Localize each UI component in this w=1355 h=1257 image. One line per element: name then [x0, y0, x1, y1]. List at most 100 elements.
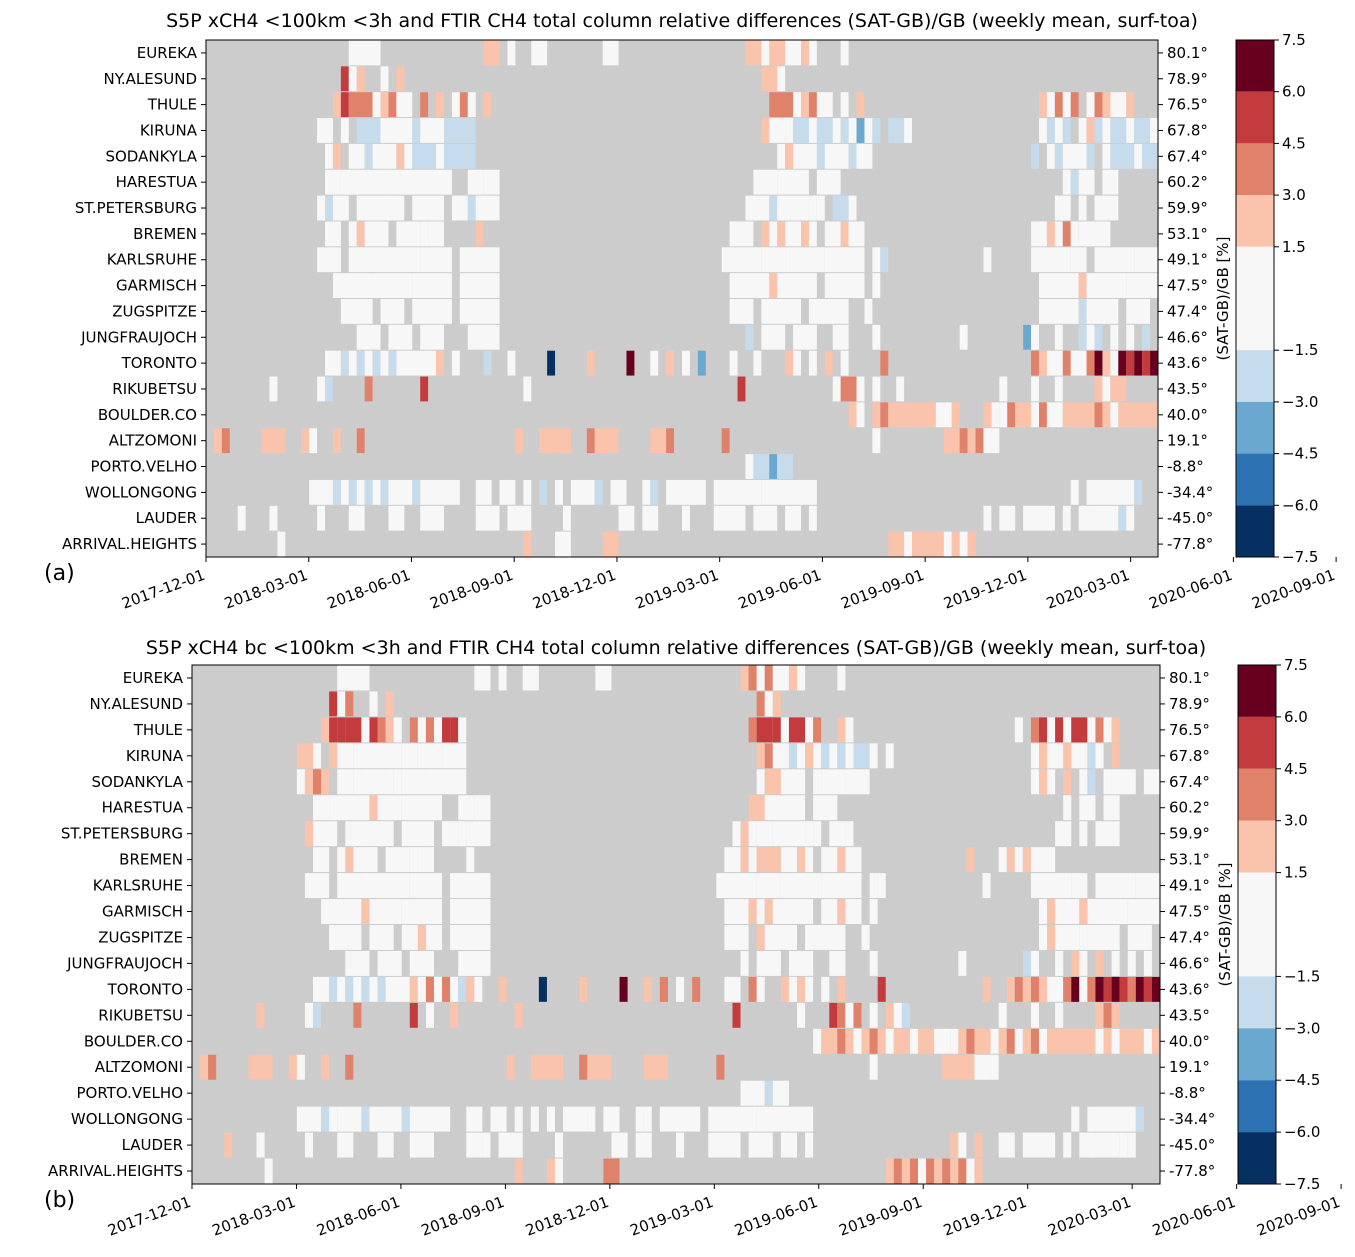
- heatmap-cell: [1030, 1002, 1039, 1028]
- heatmap-cell: [369, 743, 402, 769]
- heatmap-cell: [417, 743, 434, 769]
- heatmap-cell: [1102, 402, 1111, 428]
- heatmap-cell: [1078, 118, 1087, 143]
- station-label: TORONTO: [121, 354, 197, 372]
- heatmap-cell: [1071, 1106, 1080, 1132]
- colorbar-tick-label: −6.0: [1282, 496, 1318, 514]
- heatmap-cell: [676, 1132, 685, 1158]
- colorbar-segment: [1238, 1028, 1276, 1081]
- heatmap-cell: [1031, 247, 1071, 273]
- station-label: ALTZOMONI: [109, 432, 197, 450]
- heatmap-cell: [748, 821, 757, 847]
- heatmap-cell: [904, 118, 913, 143]
- heatmap-cell: [934, 1028, 951, 1054]
- heatmap-cell: [618, 505, 635, 531]
- heatmap-cell: [1094, 376, 1103, 402]
- heatmap-cell: [920, 531, 944, 557]
- heatmap-cell: [474, 665, 491, 691]
- heatmap-cell: [745, 324, 754, 350]
- heatmap-cell: [999, 402, 1008, 428]
- heatmap-cell: [643, 976, 652, 1002]
- heatmap-cell: [772, 665, 789, 691]
- heatmap-cell: [428, 221, 444, 247]
- heatmap-cell: [348, 40, 381, 66]
- heatmap-cell: [1054, 92, 1063, 118]
- heatmap-cell: [745, 454, 754, 479]
- heatmap-cell: [507, 40, 516, 66]
- colorbar-label: (SAT-GB)/GB [%]: [1214, 237, 1232, 361]
- heatmap-cell: [1150, 350, 1158, 376]
- heatmap-cell: [740, 821, 749, 847]
- heatmap-cell: [353, 769, 362, 795]
- heatmap-cell: [1126, 92, 1135, 118]
- heatmap-cell: [837, 743, 846, 769]
- heatmap-cell: [983, 505, 992, 531]
- heatmap-cell: [313, 769, 322, 795]
- heatmap-cell: [1063, 743, 1072, 769]
- heatmap-cell: [353, 743, 370, 769]
- heatmap-cell: [1078, 324, 1087, 350]
- heatmap-cell: [1150, 118, 1158, 143]
- heatmap-cell: [1151, 976, 1160, 1002]
- heatmap-cell: [724, 899, 749, 924]
- heatmap-cell: [983, 247, 992, 273]
- heatmap-cell: [912, 531, 920, 557]
- heatmap-cell: [1079, 976, 1088, 1002]
- heatmap-cell: [740, 665, 749, 691]
- station-label: GARMISCH: [102, 903, 183, 921]
- heatmap-cell: [475, 221, 484, 247]
- heatmap-cell: [325, 221, 341, 247]
- heatmap-cell: [1014, 847, 1023, 873]
- heatmap-cell: [934, 1158, 943, 1184]
- heatmap-cell: [713, 505, 746, 531]
- heatmap-cell: [321, 1054, 330, 1080]
- heatmap-cell: [785, 40, 801, 66]
- heatmap-cell: [388, 169, 452, 195]
- heatmap-cell: [780, 847, 797, 873]
- heatmap-cell: [369, 795, 378, 821]
- heatmap-cell: [1039, 743, 1048, 769]
- heatmap-cell: [377, 1132, 394, 1158]
- heatmap-cell: [682, 505, 690, 531]
- heatmap-cell: [345, 821, 370, 847]
- heatmap-cell: [959, 324, 968, 350]
- latitude-label: 59.9°: [1167, 199, 1208, 217]
- heatmap-cell: [764, 665, 773, 691]
- heatmap-cell: [772, 717, 781, 743]
- heatmap-cell: [1062, 505, 1071, 531]
- heatmap-cell: [821, 873, 862, 899]
- heatmap-cell: [1062, 402, 1095, 428]
- heatmap-cell: [301, 428, 310, 454]
- colorbar-segment: [1238, 1132, 1276, 1184]
- heatmap-cell: [401, 899, 443, 924]
- heatmap-cell: [372, 479, 381, 505]
- heatmap-cell: [1086, 118, 1095, 143]
- heatmap-cell: [491, 505, 500, 531]
- heatmap-cell: [412, 118, 421, 143]
- heatmap-cell: [845, 1002, 854, 1028]
- latitude-label: 76.5°: [1169, 721, 1210, 739]
- heatmap-cell: [474, 976, 483, 1002]
- heatmap-cell: [837, 665, 846, 691]
- heatmap-cell: [845, 1028, 854, 1054]
- latitude-label: 49.1°: [1169, 877, 1210, 895]
- heatmap-cell: [816, 92, 833, 118]
- heatmap-cell: [788, 1106, 814, 1132]
- heatmap-cell: [467, 195, 476, 221]
- heatmap-cell: [1071, 743, 1088, 769]
- x-tick-label: 2018-03-01: [222, 566, 310, 613]
- heatmap-cell: [832, 376, 841, 402]
- plot-frame: [191, 664, 1161, 1185]
- station-label: ALTZOMONI: [95, 1058, 183, 1076]
- heatmap-cell: [1079, 769, 1088, 795]
- heatmap-cell: [603, 1106, 620, 1132]
- heatmap-cell: [356, 221, 365, 247]
- heatmap-cell: [1030, 950, 1039, 976]
- colorbar-tick-label: −7.5: [1282, 548, 1318, 566]
- heatmap-cell: [1078, 299, 1087, 324]
- heatmap-cell: [337, 873, 362, 899]
- heatmap-cell: [1095, 873, 1136, 899]
- heatmap-cell: [546, 1106, 555, 1132]
- heatmap-cell: [385, 976, 410, 1002]
- heatmap-cell: [650, 350, 659, 376]
